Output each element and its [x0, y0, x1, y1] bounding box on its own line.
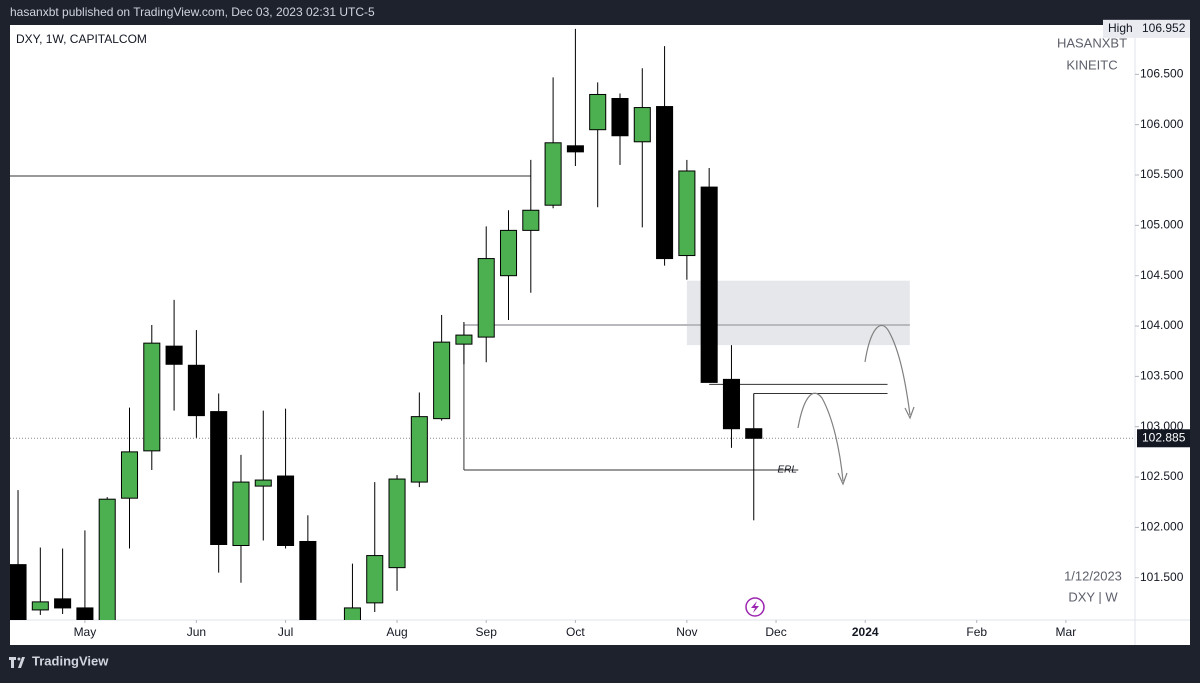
x-tick-label: Mar	[1056, 625, 1077, 639]
footer-logo	[9, 657, 25, 668]
watermark: HASANXBT	[1057, 35, 1127, 50]
arrowhead	[837, 472, 848, 486]
candle-body	[589, 93, 607, 131]
candle-body	[722, 378, 740, 430]
candle-body	[656, 106, 674, 260]
candle-body	[143, 342, 161, 452]
candle-body	[254, 479, 272, 487]
candle-body	[433, 341, 451, 420]
note: 1/12/2023	[1064, 568, 1122, 583]
y-tick-label: 102.500	[1140, 469, 1184, 483]
candle-body	[31, 601, 49, 611]
candle-body	[120, 451, 139, 499]
x-tick-label: Aug	[386, 625, 407, 639]
candle-body	[343, 607, 361, 620]
y-tick-label: 106.000	[1140, 117, 1184, 131]
candle-body	[633, 107, 651, 143]
x-tick-label: May	[74, 625, 97, 639]
candle-body	[388, 478, 406, 569]
candle-body	[611, 97, 629, 137]
candle-body	[76, 607, 94, 620]
x-tick-label: Dec	[765, 625, 786, 639]
x-tick-label: Nov	[676, 625, 697, 639]
candle-body	[277, 475, 295, 546]
candle-body	[210, 411, 228, 545]
candle-body	[700, 186, 718, 383]
header: hasanxbt published on TradingView.com, D…	[10, 5, 375, 19]
arrowhead	[904, 406, 915, 420]
event-icon[interactable]	[745, 597, 765, 617]
candle-body	[54, 598, 72, 609]
y-tick-label: 103.500	[1140, 369, 1184, 383]
y-tick-label: 101.500	[1140, 570, 1184, 584]
candle-body	[10, 564, 27, 620]
last-price-label: 102.885	[1142, 430, 1186, 444]
candle-body	[678, 170, 696, 257]
candle-body	[187, 364, 205, 417]
last-price-box	[1137, 429, 1190, 448]
candle-body	[366, 555, 384, 604]
y-tick-label: 104.000	[1140, 318, 1184, 332]
watermark: KINEITC	[1066, 57, 1117, 72]
zone	[686, 280, 910, 346]
y-tick-label: 104.500	[1140, 268, 1184, 282]
candle-body	[165, 345, 183, 365]
arrows	[797, 324, 915, 486]
chart-title: DXY, 1W, CAPITALCOM	[16, 32, 147, 46]
footer: TradingView	[32, 653, 109, 668]
y-tick-label: 105.000	[1140, 218, 1184, 232]
candle-body	[499, 229, 518, 277]
y-tick-label: 106.500	[1140, 67, 1184, 81]
high-label: High	[1108, 21, 1133, 35]
y-tick-label: 102.000	[1140, 520, 1184, 534]
candle-body	[544, 142, 562, 206]
candle-body	[745, 428, 763, 439]
arrow	[864, 324, 911, 416]
x-tick-label: 2024	[852, 625, 879, 639]
candle-body	[410, 416, 428, 483]
candle-body	[455, 334, 473, 345]
arrow	[797, 392, 844, 482]
note: DXY | W	[1068, 589, 1118, 604]
x-tick-label: Oct	[566, 625, 585, 639]
candle-body	[522, 209, 540, 231]
y-tick-label: 105.500	[1140, 167, 1184, 181]
candle-body	[477, 258, 495, 338]
x-tick-label: Jun	[187, 625, 206, 639]
candle-body	[98, 498, 116, 620]
candle-body	[232, 481, 250, 546]
x-tick-label: Sep	[476, 625, 498, 639]
x-tick-label: Jul	[278, 625, 293, 639]
x-tick-label: Feb	[966, 625, 987, 639]
candle-body	[566, 145, 584, 153]
candle-body	[299, 540, 317, 620]
high-label-box	[1103, 19, 1190, 38]
high-value: 106.952	[1142, 21, 1186, 35]
erl-label: ERL	[777, 465, 796, 476]
